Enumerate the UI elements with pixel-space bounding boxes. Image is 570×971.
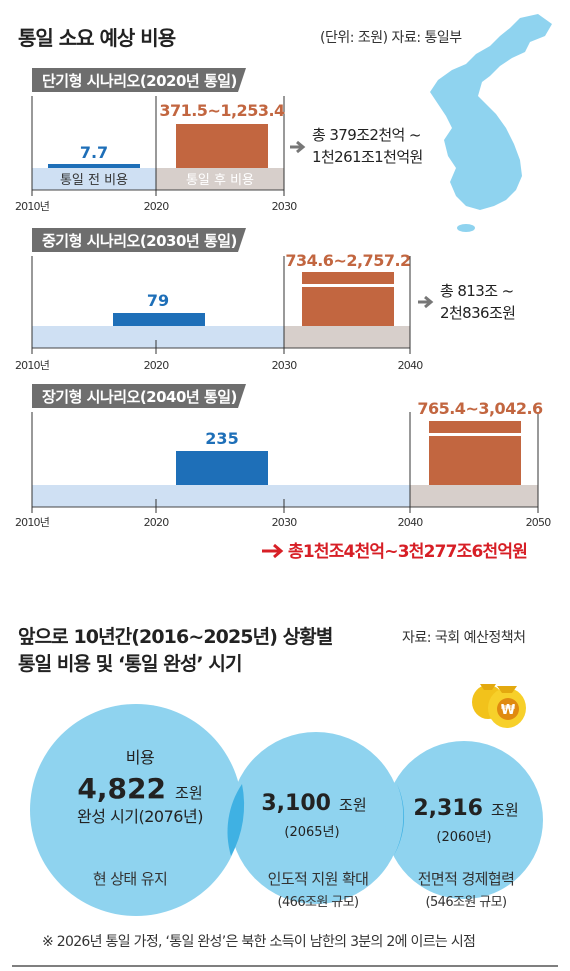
after-bar-bg-1 (156, 168, 284, 190)
total-2-line1: 총 813조 ~ (440, 282, 514, 300)
arrow-icon (290, 140, 306, 154)
after-value-1: 371.5~1,253.4 (159, 101, 285, 120)
tick-label: 2010년 (15, 359, 49, 372)
bubble-humanitarian (230, 732, 402, 904)
tick-label: 2030 (272, 516, 298, 529)
section2-source: 자료: 국회 예산정책처 (402, 630, 526, 646)
jeju-island-icon (457, 224, 475, 232)
tick-label: 2030 (272, 200, 298, 213)
before-bar-3 (176, 451, 268, 485)
tick-label: 2040 (398, 516, 424, 529)
after-bar-bg-3 (410, 485, 538, 507)
svg-text:₩: ₩ (501, 703, 516, 718)
after-bar-3 (429, 436, 521, 485)
section2-title-line1: 앞으로 10년간(2016~2025년) 상황별 (18, 625, 333, 648)
tick-label: 2010년 (15, 516, 49, 529)
before-bar-bg-1 (32, 168, 156, 190)
unit-source: (단위: 조원) 자료: 통일부 (320, 30, 462, 46)
after-bar-bg-2 (284, 326, 410, 348)
after-value-3: 765.4~3,042.6 (417, 399, 543, 418)
bubble3-value: 2,316 (413, 796, 483, 821)
arrow-icon (418, 295, 434, 309)
tick-label: 2020 (144, 359, 170, 372)
bubble-economic (385, 741, 543, 899)
before-bar-1 (48, 164, 140, 168)
red-arrow-icon (262, 543, 284, 559)
scenario-label-2: 중기형 시나리오(2030년 통일) (42, 232, 237, 250)
bubble2-year: (2065년) (284, 825, 339, 840)
bubble2-label: 인도적 지원 확대 (268, 870, 369, 888)
korea-map-icon (430, 14, 552, 210)
bubble2-value: 3,100 (261, 791, 331, 816)
bubble3-year: (2060년) (436, 830, 491, 845)
after-bar-2-max (302, 272, 394, 284)
svg-text:3,100 조원: 3,100 조원 (261, 791, 366, 816)
scenario-label-1: 단기형 시나리오(2020년 통일) (42, 72, 237, 90)
svg-text:4,822 조원: 4,822 조원 (77, 772, 202, 805)
scenario-tag-2 (32, 228, 246, 252)
tick-label: 2040 (398, 359, 424, 372)
total-1-line1: 총 379조2천억 ~ (312, 126, 421, 144)
svg-text:2,316 조원: 2,316 조원 (413, 796, 518, 821)
bubble3-label: 전면적 경제협력 (418, 870, 515, 888)
bubble3-unit: 조원 (491, 801, 519, 819)
money-bag-icon: ₩ (472, 684, 526, 728)
after-bar-3-max (429, 421, 521, 433)
scenario-label-3: 장기형 시나리오(2040년 통일) (42, 388, 237, 406)
bubble-overlap-1 (227, 784, 245, 856)
bubble2-sub: (466조원 규모) (278, 895, 359, 910)
bubble1-unit: 조원 (175, 784, 203, 802)
before-value-1: 7.7 (80, 143, 108, 162)
before-bar-bg-2 (32, 326, 284, 348)
total-1-line2: 1천261조1천억원 (312, 148, 423, 166)
total-3: 총1천조4천억~3천277조6천억원 (288, 542, 527, 562)
bubble1-label: 현 상태 유지 (93, 870, 167, 888)
tick-label: 2050 (526, 516, 552, 529)
tick-label: 2020 (144, 200, 170, 213)
after-value-2: 734.6~2,757.2 (285, 251, 410, 270)
tick-label: 2010년 (15, 200, 49, 213)
scenario-tag-3 (32, 384, 246, 408)
after-bar-2 (302, 287, 394, 326)
before-value-3: 235 (205, 429, 238, 448)
before-bar-bg-3 (32, 485, 410, 507)
scenario-tag-1 (32, 68, 246, 92)
footnote: ※ 2026년 통일 가정, ‘통일 완성’은 북한 소득이 남한의 3분의 2… (42, 934, 475, 950)
bubble1-year: 완성 시기(2076년) (77, 807, 203, 826)
after-bar-1 (176, 124, 268, 168)
bubble2-unit: 조원 (339, 796, 367, 814)
before-bar-2 (113, 313, 205, 326)
tick-label: 2020 (144, 516, 170, 529)
tick-label: 2030 (272, 359, 298, 372)
total-2-line2: 2천836조원 (440, 304, 515, 322)
before-label-1: 통일 전 비용 (60, 173, 128, 188)
section2-title-line2: 통일 비용 및 ‘통일 완성’ 시기 (18, 653, 242, 675)
bubble-status-quo (30, 704, 242, 916)
bubble3-sub: (546조원 규모) (426, 895, 507, 910)
chart-title: 통일 소요 예상 비용 (18, 26, 176, 50)
before-value-2: 79 (147, 291, 169, 310)
bubble1-pre: 비용 (126, 748, 154, 767)
after-label-1: 통일 후 비용 (186, 173, 254, 188)
bubble1-value: 4,822 (77, 772, 166, 805)
